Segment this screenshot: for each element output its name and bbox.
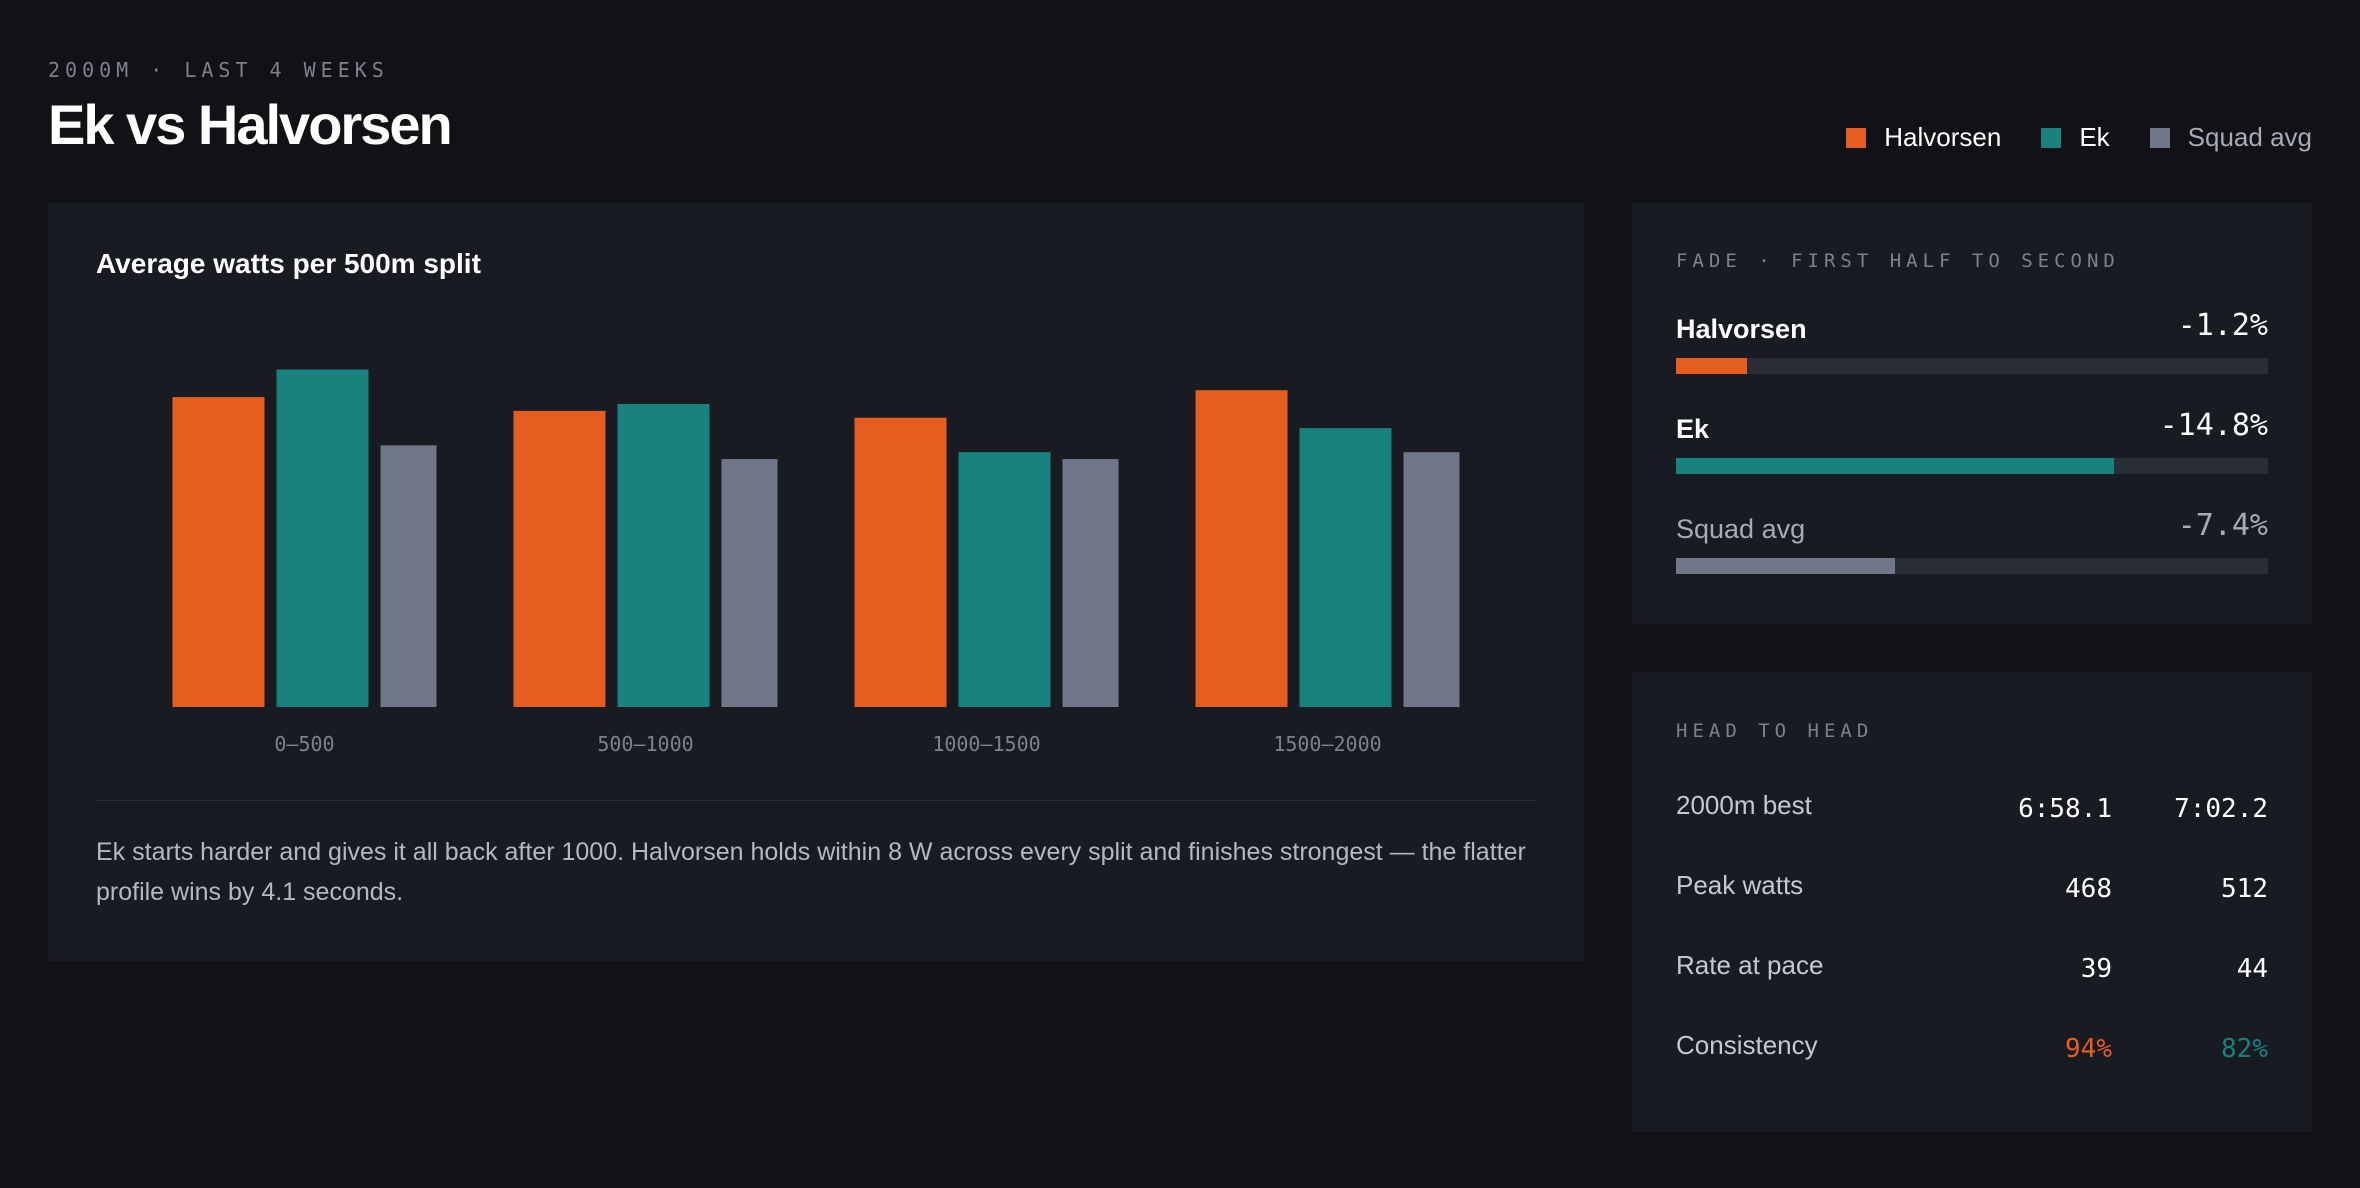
chart-caption: Ek starts harder and gives it all back a… bbox=[96, 838, 1526, 906]
bar-halvorsen-2 bbox=[513, 410, 606, 707]
fade-name: Squad avg bbox=[1676, 514, 1806, 544]
h2h-metric: Consistency bbox=[1676, 1030, 1818, 1060]
chart-title: Average watts per 500m split bbox=[96, 248, 481, 279]
fade-row-squad-avg: Squad avg -7.4% bbox=[1676, 508, 2268, 604]
legend-swatch-halvorsen bbox=[1846, 127, 1867, 148]
fade-eyebrow: FADE · FIRST HALF TO SECOND bbox=[1676, 250, 2120, 272]
bar-halvorsen-4 bbox=[1195, 390, 1288, 707]
bar-chart: 0–500 500–1000 1000–1500 1500–2000 bbox=[172, 369, 1460, 756]
chart-divider bbox=[96, 800, 1536, 801]
h2h-value-halvorsen: 39 bbox=[2080, 954, 2112, 984]
bar-squad-avg-1 bbox=[380, 445, 437, 707]
chart-card: Average watts per 500m split 0–500 500–10… bbox=[48, 202, 1584, 961]
h2h-row: Rate at pace 39 44 bbox=[1676, 950, 2268, 1000]
fade-bar-track bbox=[1676, 358, 2268, 374]
h2h-row: Peak watts 468 512 bbox=[1676, 870, 2268, 920]
page-title: Ek vs Halvorsen bbox=[48, 93, 453, 156]
bar-ek-2 bbox=[617, 403, 710, 707]
h2h-value-ek: 512 bbox=[2221, 874, 2268, 904]
page-eyebrow: 2000M · LAST 4 WEEKS bbox=[48, 58, 389, 82]
h2h-value-ek: 82% bbox=[2221, 1034, 2268, 1064]
legend-item-ek: Ek bbox=[2041, 122, 2110, 153]
fade-card: FADE · FIRST HALF TO SECOND Halvorsen -1… bbox=[1632, 202, 2312, 624]
head-to-head-eyebrow: HEAD TO HEAD bbox=[1676, 720, 1874, 742]
bar-squad-avg-4 bbox=[1403, 452, 1460, 707]
h2h-row: Consistency 94% 82% bbox=[1676, 1030, 2268, 1080]
h2h-value-ek: 7:02.2 bbox=[2174, 794, 2268, 824]
bar-squad-avg-3 bbox=[1062, 459, 1119, 707]
h2h-value-halvorsen: 6:58.1 bbox=[2018, 794, 2112, 824]
fade-bar-fill bbox=[1676, 358, 1748, 374]
fade-bar-fill bbox=[1676, 458, 2115, 474]
h2h-value-halvorsen: 94% bbox=[2065, 1034, 2112, 1064]
bar-ek-4 bbox=[1299, 428, 1392, 707]
fade-name: Halvorsen bbox=[1676, 314, 1807, 344]
legend-label-halvorsen: Halvorsen bbox=[1884, 122, 2002, 152]
fade-row-halvorsen: Halvorsen -1.2% bbox=[1676, 308, 2268, 404]
bar-halvorsen-1 bbox=[172, 397, 265, 707]
legend-label-squad-avg: Squad avg bbox=[2187, 122, 2312, 152]
bar-squad-avg-2 bbox=[721, 459, 778, 707]
x-tick-label: 1500–2000 bbox=[1273, 732, 1381, 756]
h2h-row: 2000m best 6:58.1 7:02.2 bbox=[1676, 790, 2268, 840]
h2h-value-halvorsen: 468 bbox=[2065, 874, 2112, 904]
legend-label-ek: Ek bbox=[2079, 122, 2110, 152]
h2h-metric: Peak watts bbox=[1676, 870, 1804, 900]
legend-item-halvorsen: Halvorsen bbox=[1846, 122, 2001, 153]
h2h-metric: 2000m best bbox=[1676, 790, 1812, 820]
h2h-metric: Rate at pace bbox=[1676, 950, 1824, 980]
fade-value: -7.4% bbox=[2177, 508, 2268, 543]
fade-bar-track bbox=[1676, 458, 2268, 474]
bar-halvorsen-3 bbox=[854, 417, 947, 707]
bar-ek-3 bbox=[958, 452, 1051, 707]
legend-item-squad-avg: Squad avg bbox=[2149, 122, 2312, 153]
fade-value: -14.8% bbox=[2159, 408, 2268, 443]
legend-swatch-squad-avg bbox=[2149, 127, 2170, 148]
bar-ek-1 bbox=[276, 369, 369, 707]
x-tick-label: 500–1000 bbox=[597, 732, 693, 756]
legend: Halvorsen Ek Squad avg bbox=[1846, 122, 2312, 153]
x-tick-label: 0–500 bbox=[274, 732, 334, 756]
fade-name: Ek bbox=[1676, 414, 1710, 444]
fade-value: -1.2% bbox=[2177, 308, 2268, 343]
fade-row-ek: Ek -14.8% bbox=[1676, 408, 2268, 504]
head-to-head-card: HEAD TO HEAD 2000m best 6:58.1 7:02.2 Pe… bbox=[1632, 672, 2312, 1132]
h2h-value-ek: 44 bbox=[2236, 954, 2268, 984]
legend-swatch-ek bbox=[2041, 127, 2062, 148]
x-tick-label: 1000–1500 bbox=[932, 732, 1040, 756]
fade-bar-track bbox=[1676, 558, 2268, 574]
fade-bar-fill bbox=[1676, 558, 1896, 574]
